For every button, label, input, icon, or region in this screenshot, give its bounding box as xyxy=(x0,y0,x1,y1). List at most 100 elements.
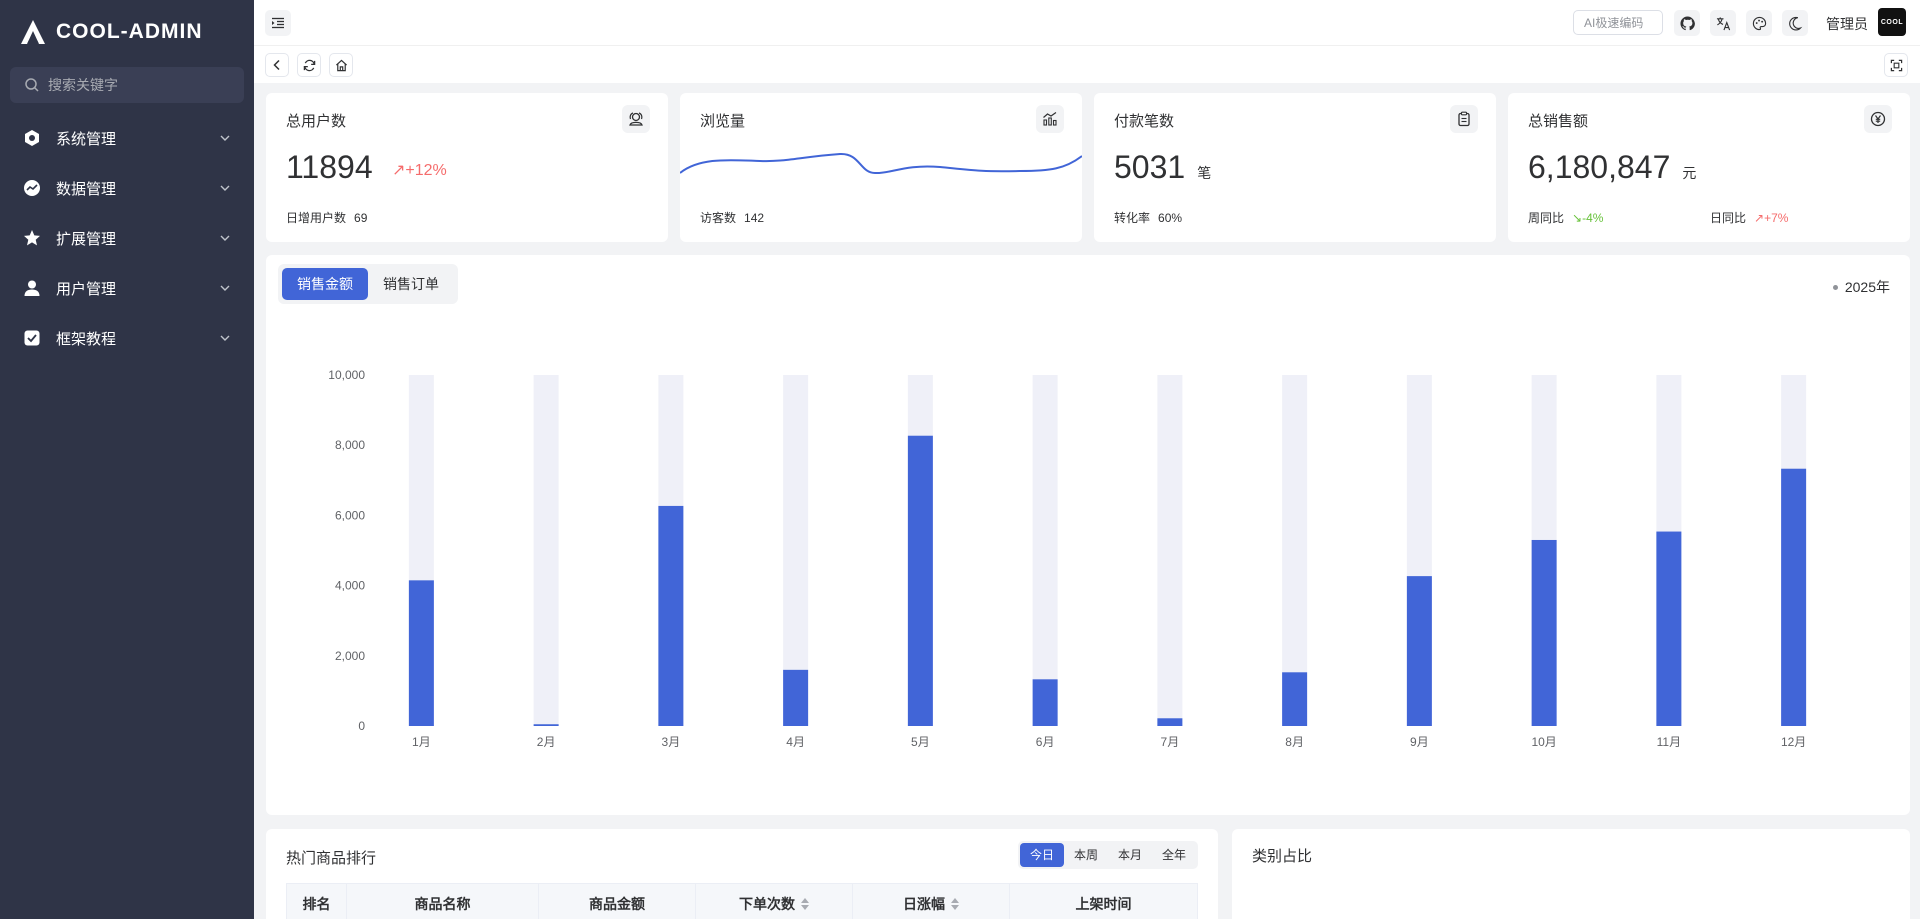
x-tick-label: 11月 xyxy=(1657,735,1681,749)
x-tick-label: 1月 xyxy=(412,735,431,749)
conversion-value: 60% xyxy=(1158,211,1183,225)
stat-card-payments: 付款笔数 5031 笔 转化率 60% xyxy=(1094,93,1496,242)
x-tick-label: 7月 xyxy=(1161,735,1180,749)
bar[interactable] xyxy=(533,724,559,726)
bar[interactable] xyxy=(1157,718,1183,726)
legend-dot xyxy=(1832,284,1838,290)
process-bar xyxy=(254,45,1920,83)
week-compare-value: ↘-4% xyxy=(1572,211,1604,225)
bar-background xyxy=(1032,375,1058,726)
x-tick-label: 5月 xyxy=(911,735,930,749)
column-product-name[interactable]: 商品名称 xyxy=(347,884,539,919)
period-year[interactable]: 全年 xyxy=(1161,848,1186,862)
avatar[interactable]: COOL xyxy=(1878,8,1906,36)
bar[interactable] xyxy=(408,580,434,726)
menu-item-label: 扩展管理 xyxy=(56,230,117,248)
sales-tabs: 销售金额 销售订单 xyxy=(278,264,458,304)
menu-item-tutorial[interactable]: 框架教程 xyxy=(0,313,254,363)
menu-item-data[interactable]: 数据管理 xyxy=(0,163,254,213)
home-button[interactable] xyxy=(329,53,353,77)
dark-mode-button[interactable] xyxy=(1782,10,1808,36)
day-compare-label: 日同比 xyxy=(1710,211,1747,225)
bar[interactable] xyxy=(658,505,684,726)
check-square-icon xyxy=(24,330,40,346)
ai-code-input[interactable]: AI极速编码 xyxy=(1573,10,1663,35)
back-button[interactable] xyxy=(265,53,289,77)
column-label: 排名 xyxy=(302,896,331,912)
tab-sales-orders[interactable]: 销售订单 xyxy=(383,276,439,292)
menu-item-extension[interactable]: 扩展管理 xyxy=(0,213,254,263)
search-icon xyxy=(25,78,39,92)
bar[interactable] xyxy=(1406,576,1432,726)
menu-item-label: 系统管理 xyxy=(56,130,117,148)
refresh-button[interactable] xyxy=(297,53,321,77)
period-today[interactable]: 今日 xyxy=(1019,843,1064,867)
column-rank[interactable]: 排名 xyxy=(287,884,347,919)
bar[interactable] xyxy=(1656,531,1682,726)
fullscreen-icon xyxy=(1890,59,1902,71)
moon-icon xyxy=(1788,16,1802,31)
stat-card-users: 总用户数 11894 ↗+12% 日增用户数 69 xyxy=(266,93,668,242)
column-order-count[interactable]: 下单次数 xyxy=(696,884,853,919)
collapse-menu-button[interactable] xyxy=(265,9,291,36)
stat-card-views: 浏览量 访客数 142 xyxy=(680,93,1082,242)
tab-sales-amount[interactable]: 销售金额 xyxy=(282,268,368,300)
logo[interactable]: COOL-ADMIN xyxy=(0,0,254,64)
stat-title: 浏览量 xyxy=(700,113,746,130)
menu-item-label: 数据管理 xyxy=(56,180,117,198)
user-name[interactable]: 管理员 xyxy=(1826,16,1868,32)
fullscreen-button[interactable] xyxy=(1884,53,1908,77)
column-label: 上架时间 xyxy=(1075,896,1132,912)
menu-item-system[interactable]: 系统管理 xyxy=(0,113,254,163)
bar[interactable] xyxy=(1531,539,1557,726)
bar-background xyxy=(1157,375,1183,726)
daily-new-users-label: 日增用户数 xyxy=(286,211,347,225)
week-compare-label: 周同比 xyxy=(1528,211,1565,225)
bar[interactable] xyxy=(1032,679,1058,726)
x-tick-label: 8月 xyxy=(1285,735,1304,749)
y-tick-label: 8,000 xyxy=(335,438,365,452)
total-sales-value: 6,180,847 元 xyxy=(1528,149,1696,186)
column-listed-time[interactable]: 上架时间 xyxy=(1010,884,1197,919)
bar[interactable] xyxy=(907,435,933,726)
views-sparkline xyxy=(680,152,1082,175)
users-growth: ↗+12% xyxy=(392,162,447,179)
column-product-amount[interactable]: 商品金额 xyxy=(539,884,696,919)
x-tick-label: 2月 xyxy=(537,735,556,749)
stat-title: 付款笔数 xyxy=(1114,113,1175,130)
language-button[interactable] xyxy=(1710,10,1736,36)
payment-count-unit: 笔 xyxy=(1197,165,1212,181)
bar[interactable] xyxy=(783,669,809,726)
translate-icon xyxy=(1716,16,1730,30)
x-tick-label: 9月 xyxy=(1410,735,1429,749)
github-button[interactable] xyxy=(1674,10,1700,36)
stat-card-sales: 总销售额 6,180,847 元 周同比 ↘-4% 日同比 ↗+7% xyxy=(1508,93,1910,242)
column-label: 下单次数 xyxy=(739,896,795,912)
category-title: 类别占比 xyxy=(1252,848,1313,865)
category-card: 类别占比 xyxy=(1232,829,1910,919)
palette-icon xyxy=(1752,16,1766,30)
sidebar-search-input[interactable]: 搜索关键字 xyxy=(10,67,244,103)
hot-products-card: 热门商品排行 今日 本周 本月 全年 排名 商品名称 商品金额 下单次数 日涨幅… xyxy=(266,829,1218,919)
period-month[interactable]: 本月 xyxy=(1117,848,1142,862)
stat-title: 总用户数 xyxy=(286,113,347,130)
day-compare-value: ↗+7% xyxy=(1754,211,1789,225)
x-tick-label: 3月 xyxy=(662,735,681,749)
x-tick-label: 4月 xyxy=(786,735,805,749)
bar[interactable] xyxy=(1781,468,1807,726)
column-daily-change[interactable]: 日涨幅 xyxy=(853,884,1010,919)
year-legend[interactable]: 2025年 xyxy=(1832,277,1890,297)
clipboard-icon xyxy=(1450,105,1478,133)
menu-item-user[interactable]: 用户管理 xyxy=(0,263,254,313)
table-header: 排名 商品名称 商品金额 下单次数 日涨幅 上架时间 xyxy=(286,883,1198,919)
y-tick-label: 10,000 xyxy=(328,368,365,382)
period-week[interactable]: 本周 xyxy=(1073,848,1098,862)
chevron-down-icon xyxy=(220,185,230,191)
menu-item-label: 用户管理 xyxy=(56,280,117,298)
bar[interactable] xyxy=(1282,672,1308,726)
y-tick-label: 4,000 xyxy=(335,579,365,593)
x-tick-label: 12月 xyxy=(1781,735,1806,749)
theme-color-button[interactable] xyxy=(1746,10,1772,36)
visitors-value: 142 xyxy=(744,211,765,225)
bar-trend-icon xyxy=(1036,105,1064,133)
